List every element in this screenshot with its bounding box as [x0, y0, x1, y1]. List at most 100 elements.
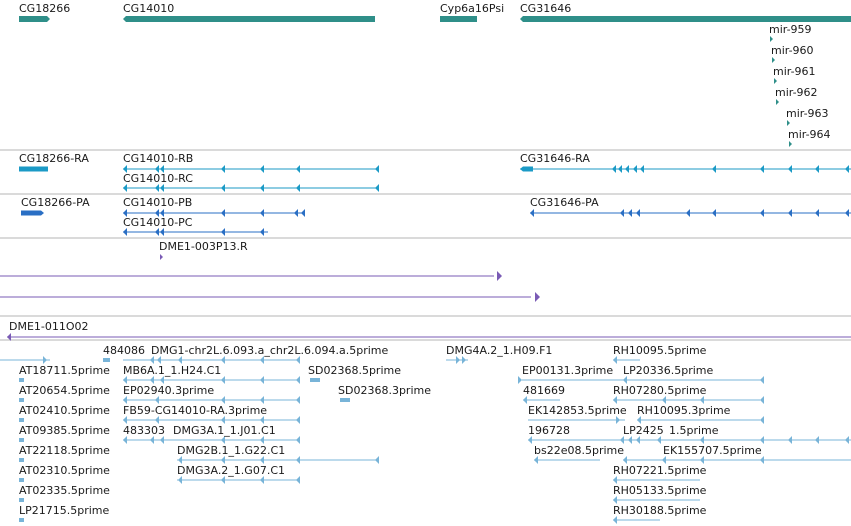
exon-marker[interactable]: [613, 496, 617, 504]
exon-marker[interactable]: [221, 209, 225, 217]
est-label[interactable]: EP02940.3prime: [123, 384, 215, 397]
exon-marker[interactable]: [530, 209, 534, 217]
exon-marker[interactable]: [760, 456, 764, 464]
exon-marker[interactable]: [774, 78, 777, 84]
est-label[interactable]: AT02310.5prime: [19, 464, 110, 477]
exon-marker[interactable]: [612, 165, 616, 173]
exon-marker[interactable]: [260, 436, 264, 444]
exon-marker[interactable]: [633, 165, 637, 173]
exon-marker[interactable]: [260, 376, 264, 384]
exon-marker[interactable]: [788, 436, 792, 444]
feature-block[interactable]: [19, 166, 48, 172]
exon-marker[interactable]: [518, 376, 522, 384]
exon-marker[interactable]: [613, 356, 617, 364]
est-label[interactable]: 483303: [123, 424, 165, 437]
exon-marker[interactable]: [43, 356, 47, 364]
clone-label-dme1-011o02[interactable]: DME1-011O02: [9, 320, 89, 333]
exon-marker[interactable]: [296, 416, 300, 424]
exon-marker[interactable]: [155, 228, 159, 236]
exon-marker[interactable]: [760, 396, 764, 404]
exon-marker[interactable]: [636, 436, 640, 444]
exon-marker[interactable]: [375, 184, 379, 192]
exon-marker[interactable]: [625, 165, 629, 173]
exon-marker[interactable]: [375, 456, 379, 464]
exon-marker[interactable]: [160, 254, 163, 260]
exon-marker[interactable]: [123, 165, 127, 173]
exon-marker[interactable]: [712, 209, 716, 217]
mirna-label-960[interactable]: mir-960: [771, 44, 814, 57]
exon-marker[interactable]: [301, 209, 305, 217]
est-label[interactable]: AT18711.5prime: [19, 364, 110, 377]
est-label[interactable]: 481669: [523, 384, 565, 397]
exon-marker[interactable]: [260, 356, 264, 364]
exon-marker[interactable]: [178, 456, 182, 464]
exon-marker[interactable]: [294, 209, 298, 217]
est-label[interactable]: RH05133.5prime: [613, 484, 707, 497]
exon-marker[interactable]: [160, 165, 164, 173]
exon-marker[interactable]: [623, 456, 627, 464]
feature-block[interactable]: [19, 378, 24, 382]
exon-marker[interactable]: [157, 356, 161, 364]
exon-marker[interactable]: [221, 376, 225, 384]
exon-marker[interactable]: [160, 228, 164, 236]
gene-label-cg14010[interactable]: CG14010: [123, 2, 175, 15]
exon-marker[interactable]: [760, 436, 764, 444]
transcript-label-cg31646-ra[interactable]: CG31646-RA: [520, 152, 590, 165]
feature-block[interactable]: [310, 378, 320, 382]
est-label[interactable]: RH30188.5prime: [613, 504, 707, 517]
exon-marker[interactable]: [636, 209, 640, 217]
exon-marker[interactable]: [155, 416, 159, 424]
exon-marker[interactable]: [260, 228, 264, 236]
transcript-label-cg18266-ra[interactable]: CG18266-RA: [19, 152, 89, 165]
est-label[interactable]: MB6A.1_1.H24.C1: [123, 364, 222, 377]
exon-marker[interactable]: [534, 456, 538, 464]
exon-marker[interactable]: [123, 396, 127, 404]
exon-marker[interactable]: [770, 36, 773, 42]
exon-marker[interactable]: [123, 376, 127, 384]
exon-marker[interactable]: [618, 165, 622, 173]
est-label[interactable]: LP2425: [623, 424, 664, 437]
exon-marker[interactable]: [296, 436, 300, 444]
exon-marker[interactable]: [260, 456, 264, 464]
exon-marker[interactable]: [640, 165, 644, 173]
exon-marker[interactable]: [296, 184, 300, 192]
exon-marker[interactable]: [260, 396, 264, 404]
feature-block[interactable]: [19, 438, 24, 442]
exon-marker[interactable]: [221, 456, 225, 464]
est-label[interactable]: RH10095.3prime: [637, 404, 731, 417]
exon-marker[interactable]: [700, 456, 704, 464]
exon-marker[interactable]: [528, 436, 532, 444]
exon-marker[interactable]: [497, 271, 502, 281]
exon-marker[interactable]: [637, 416, 641, 424]
est-label[interactable]: DMG4A.2_1.H09.F1: [446, 344, 553, 357]
est-label[interactable]: DMG2B.1_1.G22.C1: [177, 444, 286, 457]
exon-marker[interactable]: [123, 209, 127, 217]
est-label[interactable]: 1.5prime: [669, 424, 719, 437]
est-label[interactable]: LP21715.5prime: [19, 504, 110, 517]
exon-marker[interactable]: [760, 376, 764, 384]
feature-block[interactable]: [123, 16, 375, 22]
feature-block[interactable]: [19, 498, 24, 502]
exon-marker[interactable]: [789, 141, 792, 147]
est-label[interactable]: FB59-CG14010-RA.3prime: [123, 404, 268, 417]
exon-marker[interactable]: [620, 209, 624, 217]
est-label[interactable]: SD02368.3prime: [338, 384, 431, 397]
exon-marker[interactable]: [628, 436, 632, 444]
exon-marker[interactable]: [776, 99, 779, 105]
exon-marker[interactable]: [150, 376, 154, 384]
exon-marker[interactable]: [260, 165, 264, 173]
est-label[interactable]: RH07280.5prime: [613, 384, 707, 397]
exon-marker[interactable]: [221, 416, 225, 424]
feature-block[interactable]: [19, 458, 24, 462]
est-label[interactable]: AT20654.5prime: [19, 384, 110, 397]
exon-marker[interactable]: [123, 416, 127, 424]
clone-label-dme1-003p13r[interactable]: DME1-003P13.R: [159, 240, 248, 253]
exon-marker[interactable]: [160, 184, 164, 192]
exon-marker[interactable]: [686, 209, 690, 217]
gene-label-cg31646[interactable]: CG31646: [520, 2, 572, 15]
exon-marker[interactable]: [662, 396, 666, 404]
exon-marker[interactable]: [657, 436, 661, 444]
exon-marker[interactable]: [523, 396, 527, 404]
est-label[interactable]: LP20336.5prime: [623, 364, 714, 377]
exon-marker[interactable]: [462, 356, 466, 364]
